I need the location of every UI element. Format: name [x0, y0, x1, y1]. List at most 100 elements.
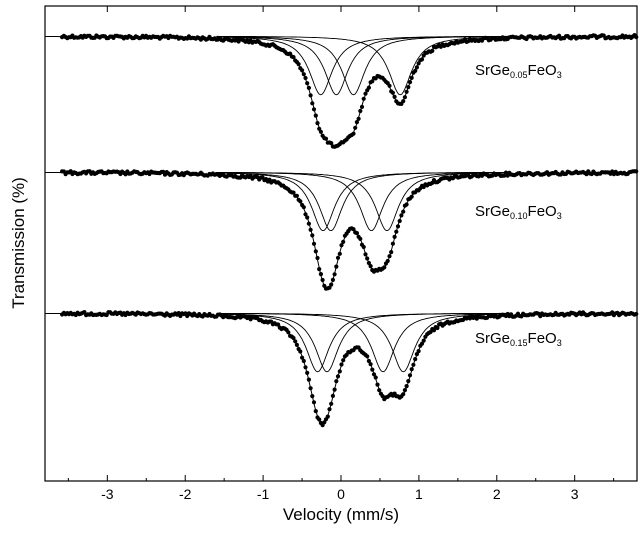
data-point	[371, 372, 377, 377]
data-point	[370, 367, 375, 372]
component-fit-curve	[216, 312, 511, 373]
data-point	[421, 338, 426, 343]
data-point	[404, 202, 409, 207]
data-point	[390, 241, 395, 246]
data-point	[82, 310, 87, 315]
data-point	[317, 417, 322, 422]
data-point	[394, 229, 399, 234]
data-point	[419, 341, 425, 346]
data-point	[407, 373, 413, 378]
data-point	[416, 349, 421, 354]
data-point	[373, 375, 378, 380]
data-point	[370, 79, 375, 84]
data-point	[409, 194, 414, 199]
data-point	[397, 218, 402, 224]
data-point	[291, 190, 296, 195]
x-tick-label: -1	[257, 486, 270, 502]
data-point	[413, 68, 418, 73]
component-fit-curve	[216, 312, 511, 373]
data-point	[301, 358, 306, 364]
data-point	[311, 107, 317, 112]
data-point	[354, 120, 359, 125]
data-point	[315, 121, 320, 126]
data-point	[431, 328, 437, 333]
component-fit-curve	[216, 171, 511, 232]
data-point	[318, 129, 323, 134]
data-point	[303, 365, 308, 370]
data-point	[308, 386, 313, 391]
data-point	[435, 325, 440, 331]
component-fit-curve	[216, 35, 511, 96]
x-tick-label: 1	[415, 486, 423, 502]
data-point	[366, 260, 371, 266]
data-point	[317, 267, 322, 272]
data-point	[363, 252, 368, 257]
data-point	[366, 358, 371, 364]
data-point	[634, 35, 639, 40]
data-point	[401, 392, 406, 397]
data-point	[634, 311, 639, 317]
data-point	[414, 65, 419, 70]
data-point	[332, 272, 337, 277]
data-point	[406, 379, 411, 384]
data-point	[301, 205, 306, 210]
data-point	[323, 136, 329, 141]
data-point	[306, 85, 311, 90]
data-point	[365, 256, 370, 261]
data-point	[354, 231, 359, 236]
data-point	[402, 95, 407, 100]
data-points	[60, 33, 639, 428]
data-point	[298, 349, 303, 354]
data-point	[419, 57, 425, 62]
data-point	[291, 335, 296, 341]
data-point	[339, 243, 344, 248]
data-point	[313, 113, 318, 118]
data-point	[305, 215, 310, 220]
data-point	[339, 362, 344, 367]
data-point	[334, 379, 339, 384]
data-point	[329, 282, 334, 287]
data-point	[406, 85, 411, 90]
data-point	[329, 401, 334, 406]
data-point	[305, 370, 310, 375]
data-point	[395, 224, 401, 229]
data-point	[361, 96, 366, 101]
data-point	[392, 234, 397, 239]
data-point	[399, 213, 404, 218]
data-point	[334, 264, 339, 269]
data-point	[368, 362, 373, 367]
data-point	[404, 89, 409, 94]
data-point	[351, 131, 356, 136]
total-fit-curve	[45, 36, 636, 148]
data-point	[361, 244, 366, 250]
data-point	[311, 241, 317, 246]
data-point	[300, 68, 305, 73]
data-point	[407, 80, 413, 85]
data-point	[402, 388, 407, 393]
data-point	[358, 108, 363, 114]
data-point	[380, 394, 385, 399]
data-point	[310, 101, 315, 106]
data-point	[404, 384, 409, 389]
data-point	[318, 272, 323, 277]
spectrum-label: SrGe0.05FeO3	[475, 62, 562, 80]
data-point	[327, 285, 332, 290]
data-point	[315, 255, 320, 261]
data-point	[363, 91, 368, 96]
data-point	[330, 393, 335, 398]
data-point	[401, 99, 406, 104]
spectrum-label: SrGe0.15FeO3	[475, 330, 562, 348]
data-point	[368, 264, 373, 269]
total-fit-curve	[45, 172, 636, 291]
data-point	[291, 55, 296, 60]
data-point	[305, 81, 310, 86]
x-axis-title: Velocity (mm/s)	[283, 505, 399, 524]
x-tick-label: -3	[101, 486, 114, 502]
data-point	[296, 62, 301, 67]
data-point	[294, 342, 299, 347]
data-point	[416, 61, 421, 66]
component-fit-curve	[216, 35, 511, 96]
data-point	[313, 249, 318, 254]
data-point	[306, 221, 311, 226]
